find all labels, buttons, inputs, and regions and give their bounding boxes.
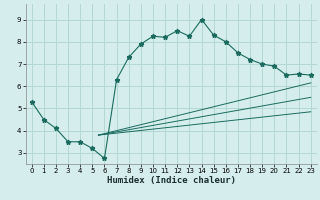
X-axis label: Humidex (Indice chaleur): Humidex (Indice chaleur) [107,176,236,185]
